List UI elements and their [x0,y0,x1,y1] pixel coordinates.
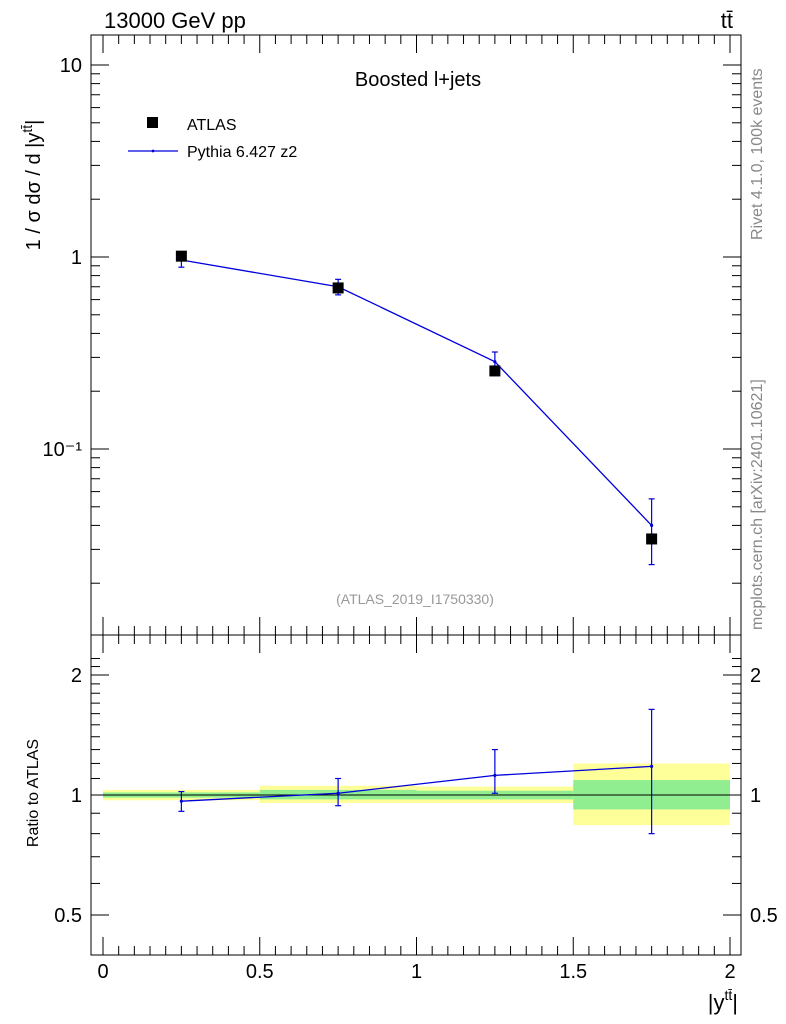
ratio-series-layer [178,708,655,835]
main-plot-title: Boosted l+jets [355,69,481,91]
ratio-y-tick-label-right: 1 [750,785,761,807]
x-tick-label: 0 [97,961,108,983]
ratio-y-tick-label-left: 1 [71,785,82,807]
x-tick-label: 1 [411,961,422,983]
legend-pythia-label: Pythia 6.427 z2 [187,144,297,161]
atlas-data-point [646,533,658,545]
x-tick-label: 2 [724,961,735,983]
ratio-pythia-point [650,764,654,768]
ratio-y-tick-label-left: 2 [71,665,82,687]
main-y-axis-label: 1 / σ dσ / d |ytt̄| [19,120,45,251]
x-axis-label: |ytt̄| [708,987,738,1015]
ratio-y-axis-label: Ratio to ATLAS [25,739,42,847]
atlas-data-point [489,365,501,377]
main-axis-ticks: 10⁻¹ 1 10 [43,35,741,635]
main-series-layer [175,250,658,566]
x-tick-label: 1.5 [559,961,587,983]
ratio-y-tick-label-right: 0.5 [750,905,778,927]
pythia-line [181,259,653,526]
ratio-uncertainty-bands [103,763,730,826]
x-tick-label: 0.5 [246,961,274,983]
analysis-label: (ATLAS_2019_I1750330) [336,591,494,607]
ratio-pythia-line [181,765,652,802]
pythia-point [650,523,654,528]
pythia-point [493,360,497,364]
main-y-tick-label: 10⁻¹ [43,439,83,461]
main-y-tick-label: 1 [71,247,82,269]
ratio-pythia-point [336,791,340,795]
atlas-data-point [332,282,344,294]
legend-atlas-label: ATLAS [187,117,237,134]
ratio-pythia-point [179,799,183,803]
legend: ATLAS Pythia 6.427 z2 [128,117,297,161]
main-y-tick-label: 10 [60,55,82,77]
atlas-data-point [175,250,187,262]
legend-atlas-marker [147,117,158,128]
ratio-pythia-point [493,773,497,777]
header-process-label: tt̄ [721,8,733,33]
legend-pythia-marker [151,149,155,153]
ratio-y-tick-label-left: 0.5 [54,905,82,927]
ratio-y-tick-label-right: 2 [750,665,761,687]
header-energy-label: 13000 GeV pp [104,8,246,33]
rivet-version-label: Rivet 4.1.0, 100k events [749,68,766,240]
source-label: mcplots.cern.ch [arXiv:2401.10621] [749,379,766,630]
ratio-axis-ticks: 0 0.5 1 1.5 2 0.5 0.5 1 1 2 2 [54,635,778,983]
